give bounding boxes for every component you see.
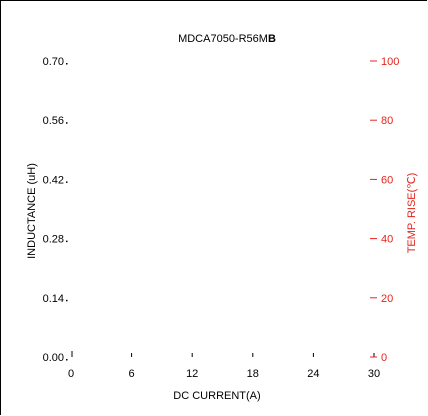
chart-title-suffix: B [268, 33, 276, 45]
y-left-tick-mark [66, 181, 68, 183]
x-tick-label: 30 [368, 368, 380, 380]
y-left-tick-label: 0.42 [43, 174, 64, 186]
y-right-tick-label: 40 [381, 234, 393, 246]
chart-title-main: MDCA7050-R56M [178, 33, 268, 45]
y-left-tick-mark [66, 359, 68, 361]
y-left-tick-mark [66, 63, 68, 65]
x-tick-label: 12 [186, 368, 198, 380]
x-axis-label: DC CURRENT(A) [173, 390, 260, 402]
x-tick-label: 18 [247, 368, 259, 380]
x-axis: 0 6 12 18 24 30 [68, 353, 380, 380]
y-left-tick-label: 0.00 [43, 352, 64, 364]
y-left-tick-label: 0.14 [43, 293, 64, 305]
y-right-tick-label: 60 [381, 174, 393, 186]
x-tick-label: 24 [307, 368, 319, 380]
y-left-tick-mark [66, 122, 68, 124]
y-right-tick-label: 20 [381, 293, 393, 305]
y-left-tick-label: 0.70 [43, 56, 64, 68]
y-right-tick-label: 80 [381, 115, 393, 127]
y-axis-left: 0.00 0.14 0.28 0.42 0.56 0.70 [43, 56, 73, 364]
y-axis-right: 0 20 40 60 80 100 [370, 56, 399, 364]
y-left-tick-mark [66, 240, 68, 243]
y-left-tick-mark [66, 299, 68, 302]
y-left-tick-label: 0.56 [43, 115, 64, 127]
x-tick-label: 6 [129, 368, 135, 380]
chart-title: MDCA7050-R56MB [178, 33, 276, 45]
y-axis-right-label: TEMP. RISE(℃) [406, 173, 418, 254]
y-left-tick-label: 0.28 [43, 234, 64, 246]
x-tick-label: 0 [68, 368, 74, 380]
y-axis-left-label: INDUCTANCE (uH) [26, 163, 38, 259]
y-right-tick-label: 0 [381, 352, 387, 364]
y-right-tick-label: 100 [381, 56, 399, 68]
